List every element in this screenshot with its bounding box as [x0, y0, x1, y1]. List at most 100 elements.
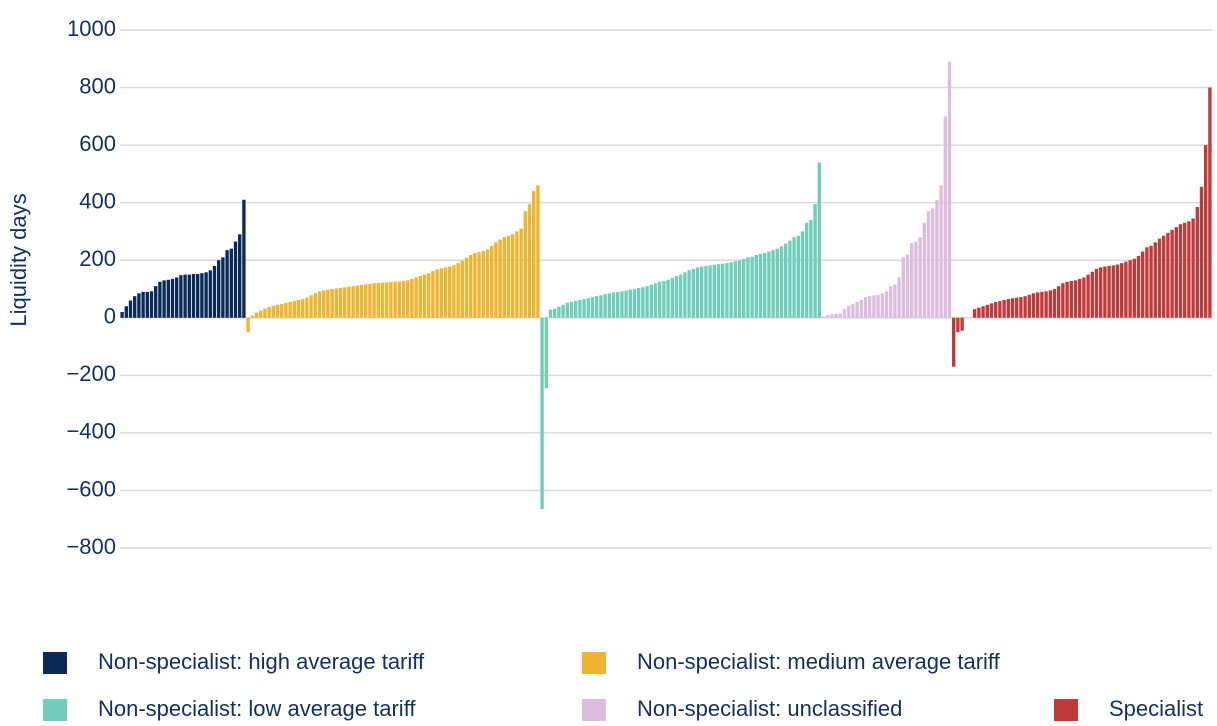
bar [905, 254, 910, 318]
bar [805, 222, 809, 318]
bar [1178, 224, 1183, 318]
bar [796, 235, 800, 318]
bar [800, 231, 805, 318]
bar [359, 284, 364, 318]
bar [254, 312, 259, 318]
bar [238, 234, 242, 318]
y-tick-label: −800 [66, 534, 116, 559]
bar [204, 272, 208, 318]
bar [1183, 222, 1187, 318]
bar [695, 267, 700, 318]
bar [309, 295, 313, 318]
bar [939, 185, 943, 318]
bar [1145, 247, 1149, 318]
legend-swatch [582, 699, 606, 721]
bar [502, 237, 506, 318]
bar [296, 299, 301, 318]
y-tick-label: 800 [79, 73, 116, 98]
bar [788, 240, 792, 318]
legend-swatch [43, 699, 67, 721]
bar [830, 314, 834, 318]
bar [523, 211, 527, 318]
bar [536, 185, 540, 318]
bar [212, 265, 217, 318]
bar [595, 296, 599, 318]
bar [166, 279, 170, 318]
bar [952, 317, 956, 367]
bar [611, 292, 616, 318]
bar [708, 265, 712, 318]
bar [1040, 291, 1044, 318]
bar [994, 301, 998, 318]
bar [704, 265, 708, 318]
bar [1157, 238, 1162, 318]
bar [548, 309, 553, 318]
bar [1107, 265, 1111, 318]
y-tick-label: 200 [79, 246, 116, 271]
bar [670, 278, 674, 318]
bar [225, 250, 229, 318]
bar [687, 270, 691, 318]
bar [175, 277, 179, 318]
bar [653, 283, 658, 318]
bar [1002, 299, 1006, 318]
bar [271, 305, 275, 318]
bar [1057, 286, 1061, 318]
bar [154, 286, 158, 318]
bar [187, 274, 191, 318]
bar [1031, 293, 1036, 318]
bar [624, 290, 628, 318]
bar [662, 280, 666, 318]
bar [973, 309, 977, 318]
bar [700, 266, 704, 318]
legend-label: Specialist [1109, 696, 1203, 721]
bar [758, 253, 763, 318]
bar [779, 246, 784, 318]
bar [1036, 292, 1040, 318]
bar [1174, 227, 1178, 318]
bar [632, 289, 637, 318]
bar [485, 249, 490, 318]
bar [469, 255, 473, 318]
bar [242, 199, 246, 318]
bar [775, 248, 779, 318]
bar [301, 299, 305, 318]
bar [1199, 186, 1204, 318]
bar [494, 242, 498, 318]
bar [813, 204, 817, 318]
bar [1065, 281, 1069, 318]
legend-swatch [1054, 699, 1078, 721]
bar [414, 277, 418, 318]
bar [1149, 245, 1153, 318]
bar [376, 282, 380, 318]
legend-label: Non-specialist: low average tariff [98, 696, 416, 721]
bar [712, 264, 716, 318]
bar [540, 317, 544, 510]
bar [347, 286, 351, 318]
bar [674, 276, 679, 318]
bar [515, 231, 519, 318]
bar [616, 291, 620, 318]
bar [826, 314, 830, 318]
bar [317, 291, 322, 318]
bar [998, 301, 1002, 318]
y-tick-label: 0 [104, 304, 116, 329]
bar [620, 291, 624, 318]
bar [859, 299, 863, 318]
bar [338, 287, 343, 318]
bar [989, 303, 994, 318]
bar [977, 307, 981, 318]
bar [679, 274, 683, 318]
bar [910, 242, 914, 318]
bar [1191, 218, 1195, 318]
bar [133, 296, 137, 318]
bar [263, 308, 267, 318]
bar [838, 313, 842, 318]
bar [607, 293, 611, 318]
bar [847, 305, 851, 318]
bar [926, 211, 931, 318]
bar [120, 312, 124, 318]
bar [935, 199, 939, 318]
bar [141, 291, 145, 318]
bar [947, 61, 952, 318]
